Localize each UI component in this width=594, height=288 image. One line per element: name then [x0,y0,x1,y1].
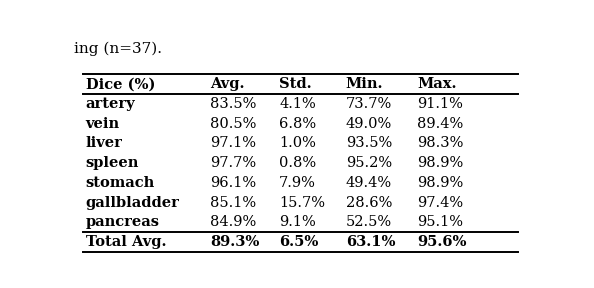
Text: 89.3%: 89.3% [210,235,260,249]
Text: Min.: Min. [346,77,383,91]
Text: liver: liver [86,137,122,150]
Text: 98.9%: 98.9% [417,176,463,190]
Text: Max.: Max. [417,77,457,91]
Text: stomach: stomach [86,176,155,190]
Text: 95.6%: 95.6% [417,235,467,249]
Text: 83.5%: 83.5% [210,97,257,111]
Text: 95.2%: 95.2% [346,156,392,170]
Text: 98.9%: 98.9% [417,156,463,170]
Text: 28.6%: 28.6% [346,196,392,210]
Text: 6.8%: 6.8% [279,117,316,131]
Text: 97.1%: 97.1% [210,137,256,150]
Text: Total Avg.: Total Avg. [86,235,166,249]
Text: Avg.: Avg. [210,77,245,91]
Text: 49.4%: 49.4% [346,176,392,190]
Text: 63.1%: 63.1% [346,235,396,249]
Text: gallbladder: gallbladder [86,196,179,210]
Text: 98.3%: 98.3% [417,137,463,150]
Text: 6.5%: 6.5% [279,235,318,249]
Text: 96.1%: 96.1% [210,176,256,190]
Text: 1.0%: 1.0% [279,137,316,150]
Text: Std.: Std. [279,77,312,91]
Text: vein: vein [86,117,120,131]
Text: 4.1%: 4.1% [279,97,316,111]
Text: 73.7%: 73.7% [346,97,392,111]
Text: pancreas: pancreas [86,215,160,229]
Text: 52.5%: 52.5% [346,215,392,229]
Text: artery: artery [86,97,135,111]
Text: 7.9%: 7.9% [279,176,316,190]
Text: 91.1%: 91.1% [417,97,463,111]
Text: 49.0%: 49.0% [346,117,392,131]
Text: 93.5%: 93.5% [346,137,392,150]
Text: 97.4%: 97.4% [417,196,463,210]
Text: 97.7%: 97.7% [210,156,256,170]
Text: 80.5%: 80.5% [210,117,257,131]
Text: ing (n=37).: ing (n=37). [74,41,162,56]
Text: 89.4%: 89.4% [417,117,463,131]
Text: 95.1%: 95.1% [417,215,463,229]
Text: 0.8%: 0.8% [279,156,316,170]
Text: 84.9%: 84.9% [210,215,256,229]
Text: 85.1%: 85.1% [210,196,256,210]
Text: 9.1%: 9.1% [279,215,316,229]
Text: spleen: spleen [86,156,139,170]
Text: 15.7%: 15.7% [279,196,325,210]
Text: Dice (%): Dice (%) [86,77,155,91]
